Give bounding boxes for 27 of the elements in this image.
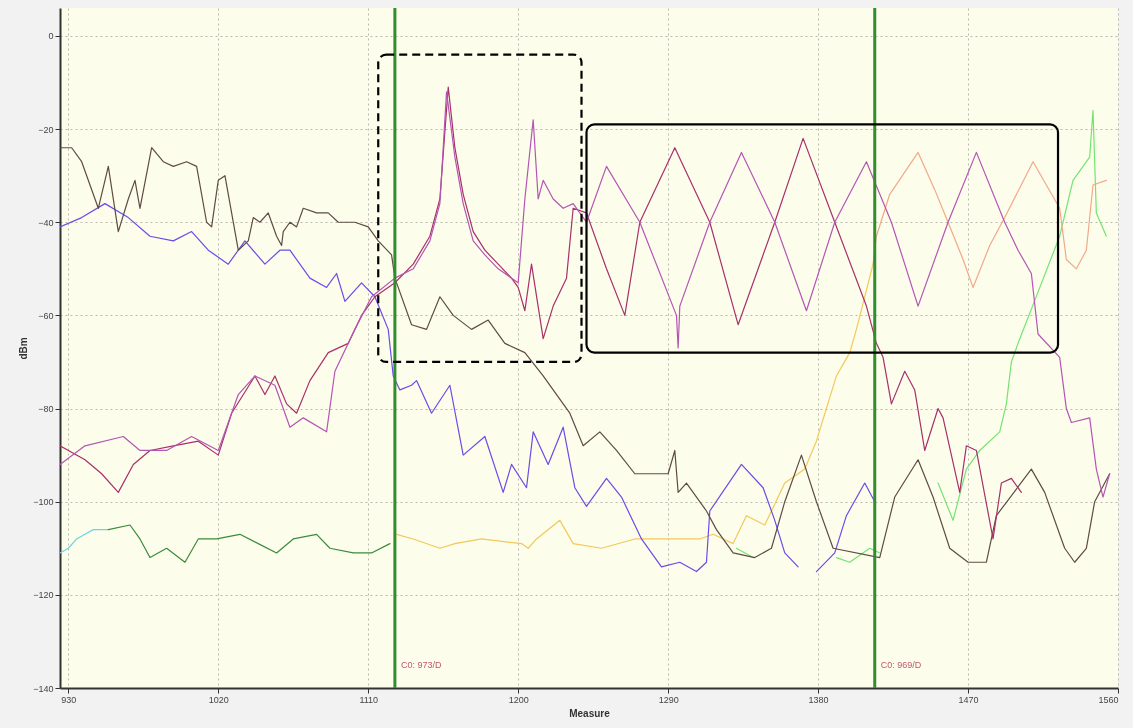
y-axis-title: dBm [18,337,30,360]
annotation: C0: 973/D [400,659,442,670]
y-tick-label: 0 [48,31,54,42]
x-tick-label: 1020 [208,694,229,705]
line-series [395,263,874,549]
line-series [107,524,391,563]
x-tick-label: 1470 [958,694,979,705]
y-tick-label: −80 [38,404,54,415]
line-series [60,147,1111,563]
x-tick-label: 1560 [1098,694,1119,705]
x-tick-label: 930 [61,694,77,705]
x-axis-title: Measure [569,707,611,719]
x-tick-label: 1110 [359,694,379,705]
annotation: C0: 969/D [880,659,922,670]
y-tick-label: −100 [33,497,54,508]
x-tick-label: 1200 [508,694,529,705]
x-tick-label: 1380 [808,694,829,705]
y-tick-label: −60 [38,310,54,321]
y-tick-label: −140 [33,683,54,694]
line-series [60,529,109,554]
y-tick-label: −120 [33,590,54,601]
y-tick-label: −20 [38,124,54,135]
line-series [60,91,1111,498]
line-series [60,86,1022,540]
y-tick-label: −40 [38,217,54,228]
line-series [872,151,1107,289]
x-tick-label: 1290 [658,694,679,705]
